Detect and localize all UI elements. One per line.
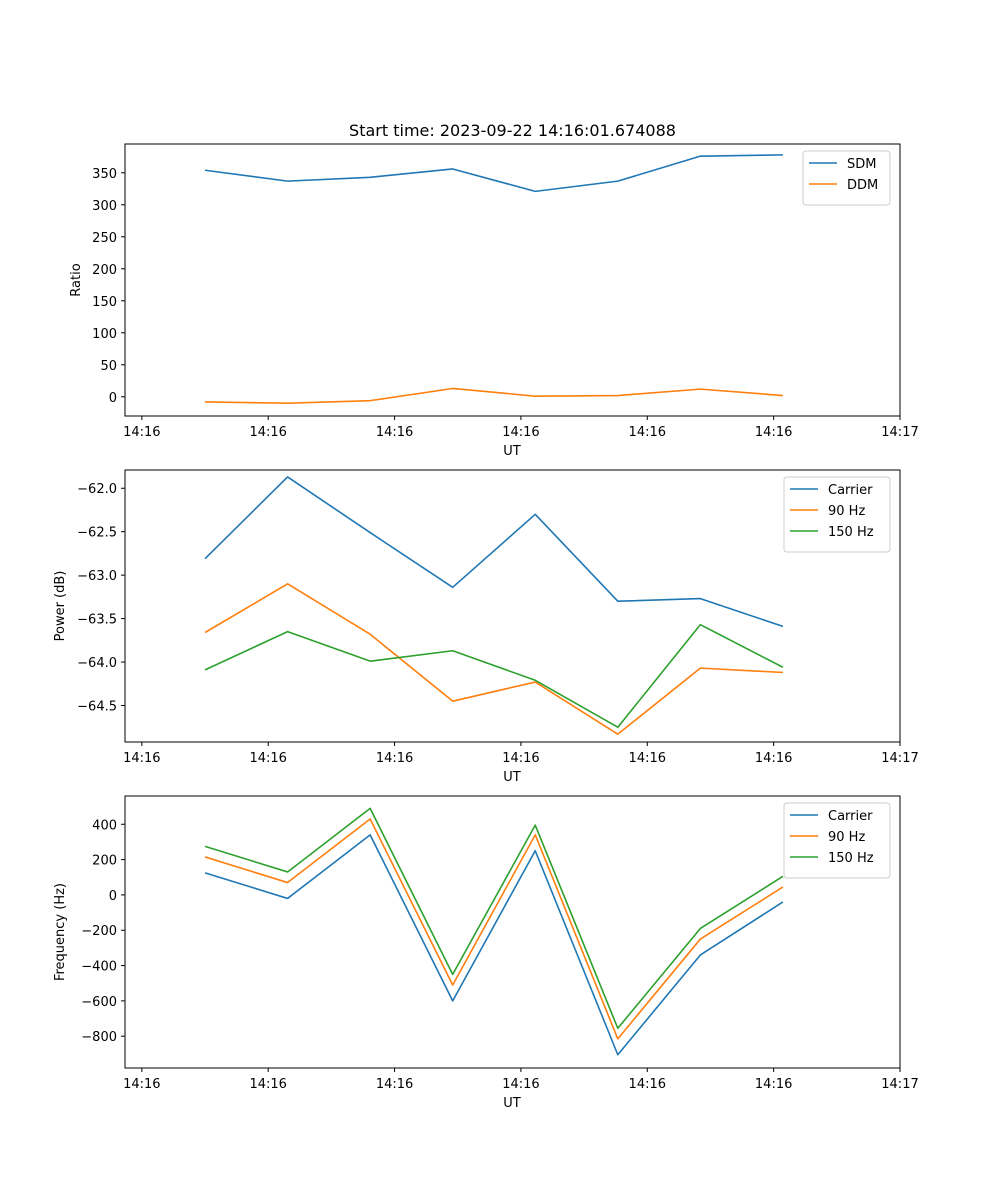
y-tick-label: −63.0 [77,569,117,584]
x-tick-label: 14:16 [755,425,792,440]
x-tick-label: 14:16 [502,425,539,440]
y-tick-label: 100 [92,327,117,342]
legend: Carrier 90 Hz 150 Hz [783,476,891,553]
series-line-sdm [204,154,783,193]
x-tick-label: 14:16 [629,751,666,766]
legend-label: 150 Hz [828,851,874,866]
legend: SDM DDM [802,150,891,206]
x-tick-label: 14:16 [755,1077,792,1092]
x-tick-label: 14:16 [123,425,160,440]
x-tick-label: 14:17 [881,425,918,440]
y-tick-label: 200 [92,263,117,278]
legend-label: SDM [847,157,876,172]
x-tick-label: 14:16 [123,751,160,766]
x-axis-label: UT [503,1096,521,1111]
y-axis-label: Ratio [69,263,84,296]
legend: Carrier 90 Hz 150 Hz [783,802,891,879]
figure-title: Start time: 2023-09-22 14:16:01.674088 [349,121,676,140]
y-tick-label: 350 [92,167,117,182]
x-tick-label: 14:16 [249,751,286,766]
legend-box [802,150,891,206]
y-tick-label: 200 [92,854,117,869]
y-tick-label: −62.5 [77,526,117,541]
series-line-ddm [205,387,783,405]
x-tick-label: 14:16 [376,425,413,440]
legend-box [783,476,891,553]
x-axis-label: UT [503,444,521,459]
y-tick-label: 150 [92,295,117,310]
axes-frame [124,795,901,1069]
subplots: 14:16 14:16 14:16 14:16 14:16 14:16 14:17 0 50 10… [53,143,919,1111]
legend-label: Carrier [828,809,873,824]
legend-box [783,802,891,879]
axes-frame [124,469,901,743]
y-tick-label: −200 [81,924,117,939]
x-tick-label: 14:16 [376,751,413,766]
y-tick-label: −600 [81,995,117,1010]
x-tick-label: 14:16 [755,751,792,766]
series-line-150-hz [204,623,784,729]
y-tick-label: −62.0 [77,482,117,497]
y-tick-label: 300 [92,199,117,214]
legend-label: DDM [847,178,878,193]
y-tick-label: 400 [92,818,117,833]
series-line-carrier [204,476,784,628]
x-tick-label: 14:16 [502,1077,539,1092]
x-tick-label: 14:16 [123,1077,160,1092]
x-axis-label: UT [503,770,521,785]
subplot-2: 14:16 14:16 14:16 14:16 14:16 14:16 14:17 −64.5… [53,469,919,785]
series-line-carrier [204,834,784,1056]
x-tick-label: 14:16 [629,1077,666,1092]
y-tick-label: −400 [81,960,117,975]
x-tick-label: 14:16 [249,425,286,440]
subplot-1: 14:16 14:16 14:16 14:16 14:16 14:16 14:17 0 50 10… [69,143,919,459]
y-tick-label: 250 [92,231,117,246]
x-tick-label: 14:16 [502,751,539,766]
legend-label: 90 Hz [828,830,865,845]
y-tick-label: 0 [109,391,117,406]
legend-label: 90 Hz [828,504,865,519]
x-tick-label: 14:16 [629,425,666,440]
x-tick-label: 14:16 [249,1077,286,1092]
series-line-90-hz [204,818,784,1040]
series-line-150-hz [204,807,784,1030]
y-axis-label: Frequency (Hz) [53,883,68,981]
subplot-3: 14:16 14:16 14:16 14:16 14:16 14:16 14:17 −800 −… [53,795,919,1111]
series-line-90-hz [204,583,783,735]
y-tick-label: −64.0 [77,656,117,671]
legend-label: 150 Hz [828,525,874,540]
y-tick-label: −63.5 [77,613,117,628]
y-tick-label: 0 [109,889,117,904]
x-tick-label: 14:17 [881,1077,918,1092]
x-tick-label: 14:16 [376,1077,413,1092]
x-tick-label: 14:17 [881,751,918,766]
axes-frame [124,143,901,417]
y-tick-label: 50 [100,359,117,374]
y-tick-label: −64.5 [77,700,117,715]
y-axis-label: Power (dB) [53,571,68,642]
legend-label: Carrier [828,483,873,498]
y-tick-label: −800 [81,1030,117,1045]
